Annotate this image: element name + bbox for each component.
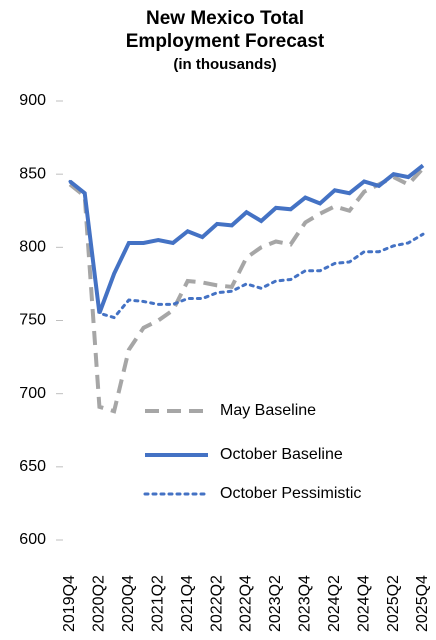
x-tick-label: 2023Q4: [297, 575, 314, 632]
legend-label: October Pessimistic: [220, 485, 361, 502]
line-solid: [68, 163, 425, 314]
chart-title: Employment Forecast: [126, 31, 325, 52]
x-tick-label: 2019Q4: [61, 575, 78, 632]
x-tick-label: 2021Q4: [179, 575, 196, 632]
chart-subtitle: (in thousands): [173, 56, 276, 73]
y-tick-label: 800: [19, 239, 46, 256]
x-tick-label: 2025Q4: [414, 575, 431, 632]
y-tick-label: 650: [19, 458, 46, 475]
line-dotted: [68, 179, 425, 320]
x-tick-label: 2022Q4: [238, 575, 255, 632]
line-dashed: [68, 166, 425, 414]
legend-label: October Baseline: [220, 446, 343, 463]
x-tick-label: 2022Q2: [208, 575, 225, 632]
x-tick-label: 2020Q2: [91, 575, 108, 632]
x-tick-label: 2024Q2: [326, 575, 343, 632]
legend-label: May Baseline: [220, 402, 316, 419]
y-tick-label: 750: [19, 312, 46, 329]
x-tick-label: 2025Q2: [385, 575, 402, 632]
x-tick-label: 2021Q2: [149, 575, 166, 632]
y-tick-label: 700: [19, 385, 46, 402]
x-tick-label: 2020Q4: [120, 575, 137, 632]
x-tick-label: 2023Q2: [267, 575, 284, 632]
y-tick-label: 900: [19, 92, 46, 109]
y-tick-label: 600: [19, 531, 46, 548]
chart-title: New Mexico Total: [146, 8, 304, 29]
y-tick-label: 850: [19, 165, 46, 182]
x-tick-label: 2024Q4: [355, 575, 372, 632]
